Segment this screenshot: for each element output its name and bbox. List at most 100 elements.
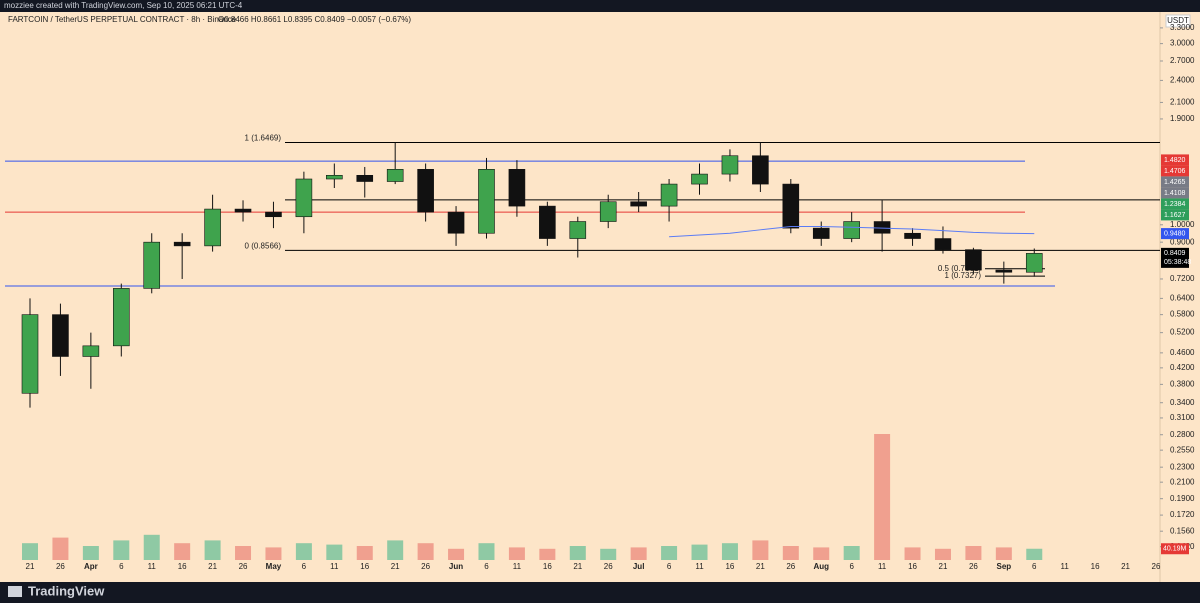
x-tick-label: 6: [302, 562, 307, 571]
x-tick-label: 11: [695, 562, 704, 571]
x-tick-label: 16: [725, 562, 734, 571]
volume-bar: [782, 546, 799, 560]
volume-bar: [843, 546, 860, 560]
candle-body: [82, 345, 100, 357]
x-tick-label: 21: [391, 562, 400, 571]
x-tick-label: 26: [1152, 562, 1161, 571]
y-tick-label: 0.5800: [1170, 310, 1195, 319]
volume-bar: [265, 547, 282, 560]
x-tick-label: 6: [849, 562, 854, 571]
y-tick-label: 0.2100: [1170, 477, 1195, 486]
volume-bar: [448, 548, 465, 560]
x-tick-label: 21: [208, 562, 217, 571]
volume-bar: [22, 543, 38, 560]
x-tick-label: 21: [1121, 562, 1130, 571]
candle-body: [143, 241, 161, 289]
candle-body: [173, 241, 191, 247]
y-tick-label: 0.2300: [1170, 462, 1195, 471]
candle-body: [204, 208, 221, 247]
y-tick-label: 2.4000: [1170, 76, 1195, 85]
x-tick-label: 26: [56, 562, 65, 571]
candle-body: [599, 201, 617, 222]
candle-body: [265, 211, 282, 218]
x-tick-label: 21: [939, 562, 948, 571]
y-tick-label: 0.3400: [1170, 398, 1195, 407]
x-tick-label: 11: [330, 562, 339, 571]
y-tick-label: 1.9000: [1170, 114, 1195, 123]
y-tick-label: 0.2550: [1170, 445, 1195, 454]
x-tick-label: 26: [786, 562, 795, 571]
x-tick-label: 26: [421, 562, 430, 571]
price-tag-label: 1.2384: [1164, 201, 1186, 208]
candle-body: [52, 314, 69, 357]
x-tick-label: 16: [1091, 562, 1100, 571]
volume-bar: [600, 548, 617, 560]
candle-body: [812, 227, 830, 239]
volume-bar: [143, 534, 160, 560]
x-tick-label: 21: [573, 562, 582, 571]
volume-tag-label: 40.19M: [1163, 546, 1187, 553]
x-tick-label: Sep: [997, 562, 1012, 571]
x-tick-label: Apr: [84, 562, 98, 571]
price-tag-label: 0.9480: [1164, 230, 1186, 237]
x-tick-label: 11: [513, 562, 522, 571]
level-label: 1 (1.6469): [245, 134, 282, 143]
x-tick-label: 16: [360, 562, 369, 571]
price-tag: [1161, 154, 1189, 166]
volume-bar: [661, 546, 678, 560]
candle-body: [478, 169, 495, 234]
candle-body: [873, 221, 891, 234]
volume-bar: [691, 544, 708, 560]
candle-body: [386, 169, 404, 182]
volume-bar: [813, 547, 830, 560]
candle-body: [508, 169, 526, 207]
x-tick-label: 6: [667, 562, 672, 571]
price-tag: [1161, 247, 1189, 268]
x-tick-label: 16: [908, 562, 917, 571]
y-tick-label: 0.4600: [1170, 348, 1195, 357]
x-tick-label: 21: [756, 562, 765, 571]
volume-bar: [82, 546, 99, 560]
y-tick-label: 0.3800: [1170, 379, 1195, 388]
y-tick-label: 0.1720: [1170, 510, 1195, 519]
candle-body: [965, 249, 982, 271]
volume-bar: [904, 547, 921, 560]
credit: mozziee created with TradingView.com, Se…: [4, 1, 243, 10]
x-tick-label: Jun: [449, 562, 463, 571]
volume-bar: [295, 543, 312, 560]
fib-label: 1 (0.7327): [945, 271, 982, 280]
volume-bar: [174, 543, 191, 560]
price-tag: [1161, 198, 1189, 210]
candle-body: [904, 232, 921, 239]
volume-bar: [356, 546, 373, 560]
price-tag: [1161, 228, 1189, 240]
y-tick-label: 0.7200: [1170, 274, 1195, 283]
volume-bar: [52, 537, 69, 560]
candle-body: [234, 208, 252, 213]
x-tick-label: Jul: [633, 562, 645, 571]
price-tag: [1161, 209, 1189, 221]
candle-body: [417, 169, 434, 213]
volume-bar: [508, 547, 525, 560]
chart-background: [0, 12, 1200, 582]
volume-bar: [630, 547, 647, 560]
brand-logo: [8, 586, 22, 597]
y-tick-label: 3.3000: [1170, 23, 1195, 32]
x-tick-label: 11: [878, 562, 887, 571]
volume-bar: [752, 540, 769, 560]
y-tick-label: 0.4200: [1170, 363, 1195, 372]
volume-bar: [539, 548, 556, 560]
volume-bar: [721, 543, 738, 560]
candle-body: [934, 238, 952, 250]
candle-body: [539, 205, 556, 239]
candle-body: [995, 269, 1013, 273]
price-tag-label: 1.4820: [1164, 157, 1186, 164]
y-tick-label: 0.2800: [1170, 430, 1195, 439]
y-tick-label: 3.0000: [1170, 39, 1195, 48]
volume-bar: [934, 548, 951, 560]
x-tick-label: Aug: [813, 562, 829, 571]
x-tick-label: 26: [969, 562, 978, 571]
x-tick-label: 6: [484, 562, 489, 571]
candle-body: [660, 183, 678, 207]
x-tick-label: 6: [1032, 562, 1037, 571]
